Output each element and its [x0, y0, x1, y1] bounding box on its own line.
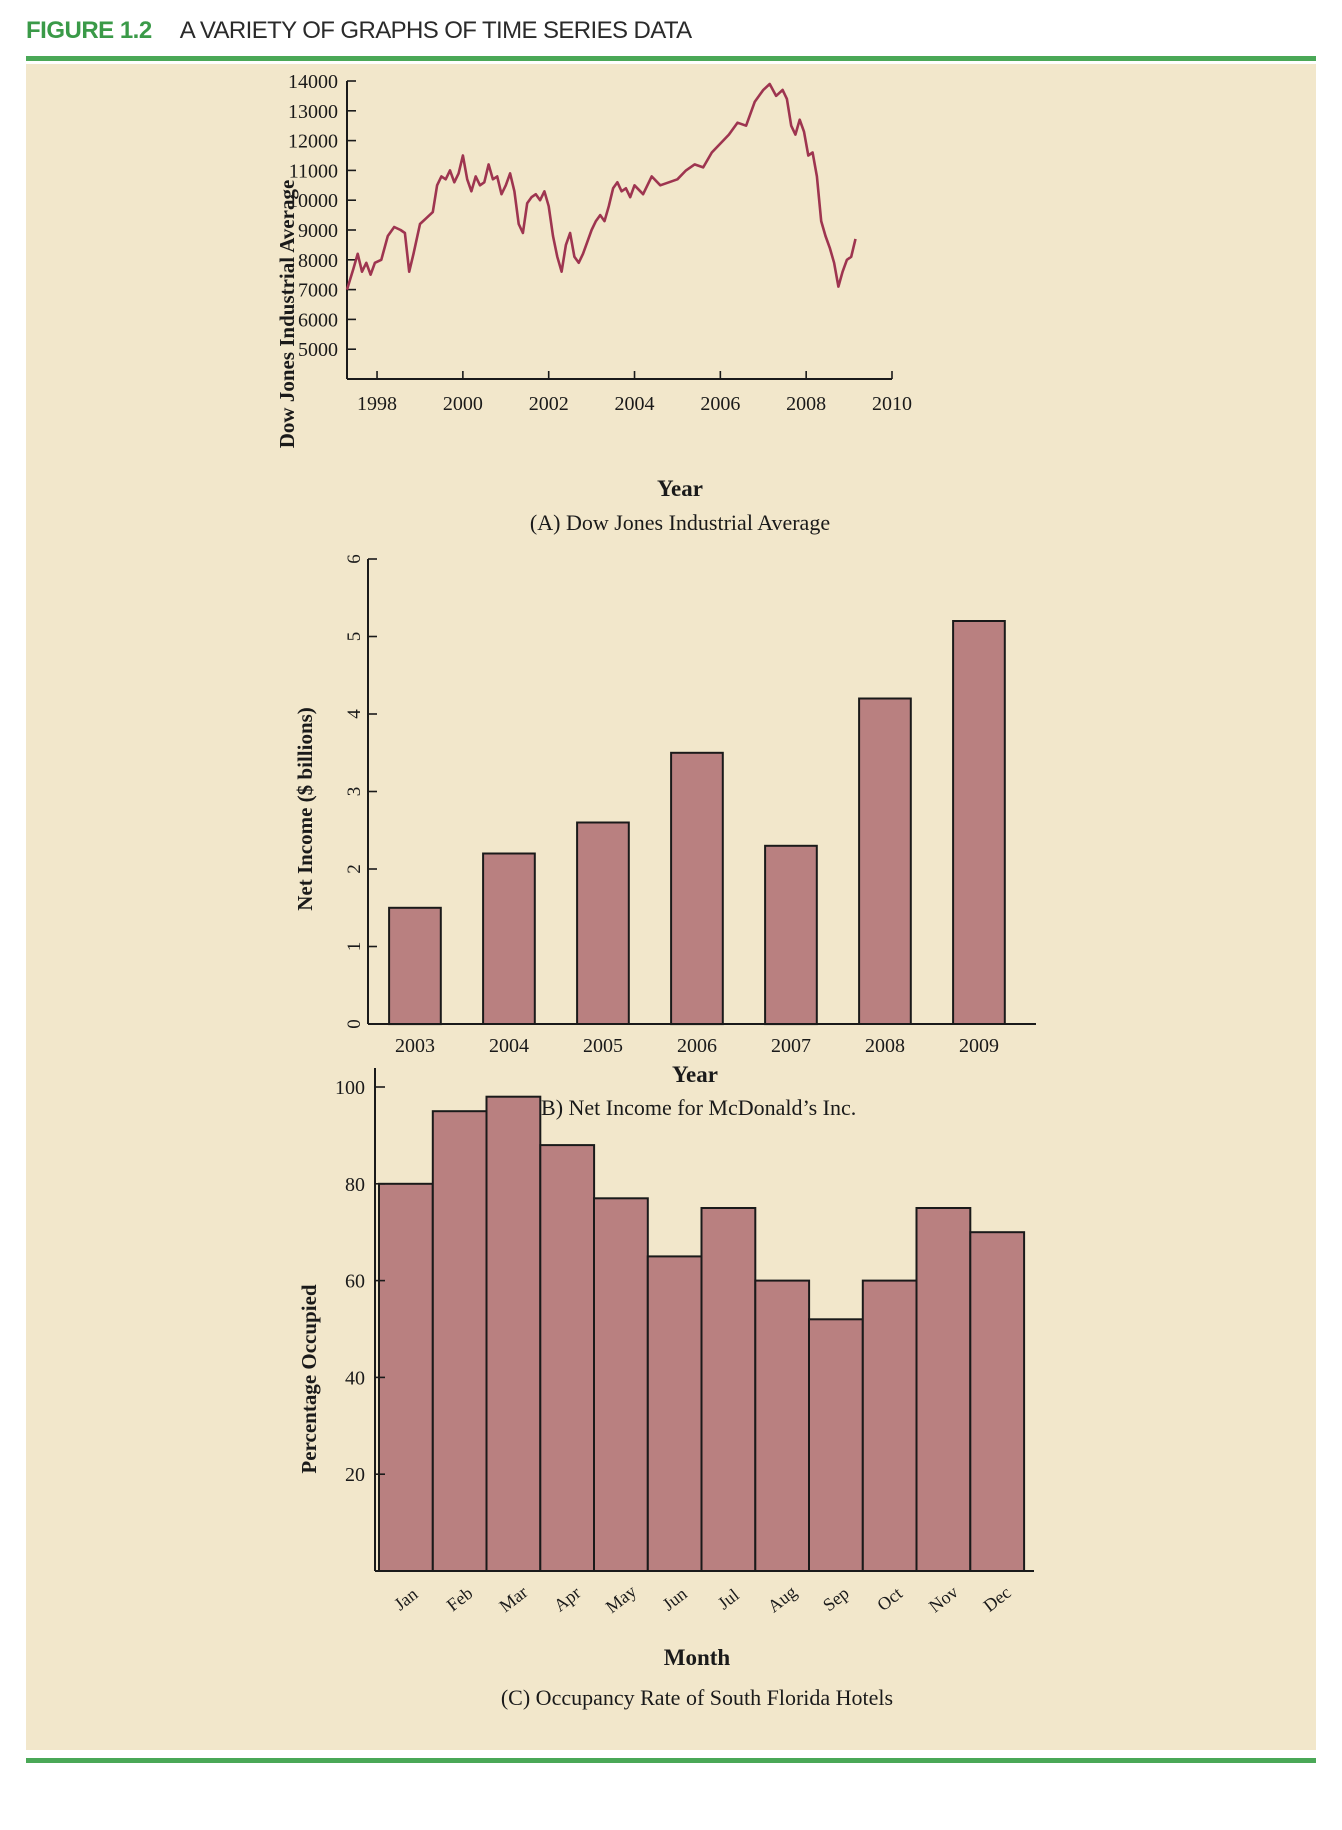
net-income-bar: [670, 751, 724, 1026]
occupancy-bar: [485, 1095, 542, 1572]
dow-jones-y-tick-label: 8000: [298, 250, 338, 272]
net-income-y-tick-label: 4: [344, 709, 365, 719]
dow-jones-x-tick-label: 2008: [786, 393, 826, 415]
occupancy-x-tick-label: Aug: [764, 1582, 801, 1617]
dow-jones-y-tick-label: 6000: [298, 309, 338, 331]
net-income-bars: [388, 620, 1006, 1026]
dow-jones-x-axis-label: Year: [657, 476, 703, 501]
net-income-x-tick-label: 2007: [771, 1035, 811, 1057]
net-income-bar: [482, 852, 536, 1025]
net-income-bar: [388, 906, 442, 1026]
net-income-y-tick-label: 1: [344, 942, 365, 952]
net-income-x-tick-label: 2008: [865, 1035, 905, 1057]
occupancy-x-tick-label: Nov: [925, 1582, 962, 1617]
dow-jones-y-tick-label: 14000: [288, 71, 338, 93]
occupancy-y-tick-label: 80: [345, 1174, 365, 1196]
dow-jones-chart: Dow Jones Industrial Average 5000 6000 700…: [275, 71, 912, 535]
net-income-y-tick-label: 6: [344, 554, 365, 564]
occupancy-bar: [431, 1110, 488, 1572]
net-income-bar: [576, 821, 630, 1025]
occupancy-y-tick-label: 100: [335, 1077, 365, 1099]
dow-jones-caption: (A) Dow Jones Industrial Average: [530, 510, 830, 535]
occupancy-bar: [754, 1279, 811, 1572]
net-income-x-tick-label: 2005: [583, 1035, 623, 1057]
occupancy-x-axis-label: Month: [664, 1645, 731, 1670]
chart-panel: Dow Jones Industrial Average 5000 6000 700…: [26, 64, 1316, 1750]
dow-jones-x-tick-label: 2004: [615, 393, 655, 415]
net-income-bar: [952, 620, 1006, 1025]
occupancy-x-tick-label: Jun: [659, 1583, 691, 1614]
occupancy-x-tick-label: Dec: [980, 1582, 1015, 1616]
net-income-y-axis-label: Net Income ($ billions): [293, 707, 317, 911]
occupancy-y-axis-label: Percentage Occupied: [297, 1284, 321, 1473]
dow-jones-x-tick-label: 2002: [529, 393, 569, 415]
occupancy-bar: [969, 1231, 1026, 1572]
occupancy-bar: [593, 1197, 649, 1573]
figure-label: FIGURE 1.2: [26, 17, 152, 44]
dow-jones-y-tick-label: 11000: [289, 160, 338, 182]
figure-title: A VARIETY OF GRAPHS OF TIME SERIES DATA: [179, 17, 692, 44]
net-income-x-tick-label: 2006: [677, 1035, 717, 1057]
occupancy-x-tick-label: Mar: [495, 1582, 531, 1616]
occupancy-bar: [808, 1318, 864, 1573]
net-income-x-tick-label: 2004: [489, 1035, 529, 1057]
dow-jones-y-tick-label: 9000: [298, 220, 338, 242]
occupancy-bar: [915, 1207, 972, 1572]
bottom-rule: [26, 1758, 1316, 1763]
dow-jones-x-tick-label: 2006: [700, 393, 740, 415]
net-income-y-tick-label: 2: [344, 864, 365, 874]
occupancy-y-tick-label: 20: [345, 1464, 365, 1486]
occupancy-x-tick-label: Apr: [550, 1582, 584, 1615]
occupancy-bars: [378, 1095, 1026, 1573]
occupancy-chart: Percentage Occupied Jan Feb Mar Apr May Jun Ju…: [297, 1068, 1034, 1710]
net-income-y-tick-label: 0: [344, 1019, 365, 1029]
net-income-axes: 2003 2004 2005 2006 2007 2008 2009 0 1 2 3 4 5 6: [344, 554, 1036, 1057]
net-income-x-tick-label: 2009: [959, 1035, 999, 1057]
net-income-bar: [764, 844, 818, 1026]
dow-jones-axes: 5000 6000 7000 8000 9000 10000 11000 12000 13000…: [288, 71, 912, 415]
occupancy-y-tick-label: 40: [345, 1367, 365, 1389]
net-income-chart: Net Income ($ billions) 2003 2004 2005 2006…: [293, 554, 1036, 1120]
dow-jones-series-line: [345, 82, 857, 290]
occupancy-x-tick-label: Jul: [714, 1585, 743, 1614]
dow-jones-x-tick-label: 2010: [872, 393, 912, 415]
occupancy-y-tick-label: 60: [345, 1271, 365, 1293]
net-income-caption: (B) Net Income for McDonald’s Inc.: [534, 1095, 857, 1120]
dow-jones-x-tick-label: 2000: [443, 393, 483, 415]
net-income-x-tick-label: 2003: [395, 1035, 435, 1057]
dow-jones-x-tick-label: 1998: [357, 393, 397, 415]
occupancy-bar: [378, 1182, 434, 1573]
occupancy-x-tick-label: Sep: [819, 1583, 853, 1615]
occupancy-caption: (C) Occupancy Rate of South Florida Hote…: [501, 1685, 893, 1710]
figure-header: FIGURE 1.2 A VARIETY OF GRAPHS OF TIME S…: [26, 14, 692, 48]
dow-jones-y-tick-label: 12000: [288, 131, 338, 153]
dow-jones-y-tick-label: 7000: [298, 280, 338, 302]
dow-jones-y-tick-label: 10000: [288, 190, 338, 212]
net-income-bar: [858, 697, 912, 1025]
net-income-x-axis-label: Year: [672, 1062, 718, 1087]
occupancy-bar: [646, 1255, 703, 1573]
occupancy-x-tick-label: Jan: [390, 1584, 421, 1615]
top-rule: [26, 56, 1316, 61]
occupancy-x-tick-label: Oct: [873, 1583, 906, 1615]
occupancy-bar: [539, 1144, 596, 1572]
occupancy-bar: [861, 1279, 918, 1572]
dow-jones-y-tick-label: 5000: [298, 339, 338, 361]
dow-jones-y-axis-label: Dow Jones Industrial Average: [275, 180, 299, 449]
occupancy-bar: [700, 1207, 757, 1572]
dow-jones-y-tick-label: 13000: [288, 101, 338, 123]
net-income-y-tick-label: 3: [344, 787, 365, 797]
charts-svg: Dow Jones Industrial Average 5000 6000 700…: [275, 71, 1036, 1710]
occupancy-x-tick-label: Feb: [443, 1583, 477, 1615]
occupancy-x-tick-label: May: [602, 1581, 640, 1617]
net-income-y-tick-label: 5: [344, 632, 365, 642]
